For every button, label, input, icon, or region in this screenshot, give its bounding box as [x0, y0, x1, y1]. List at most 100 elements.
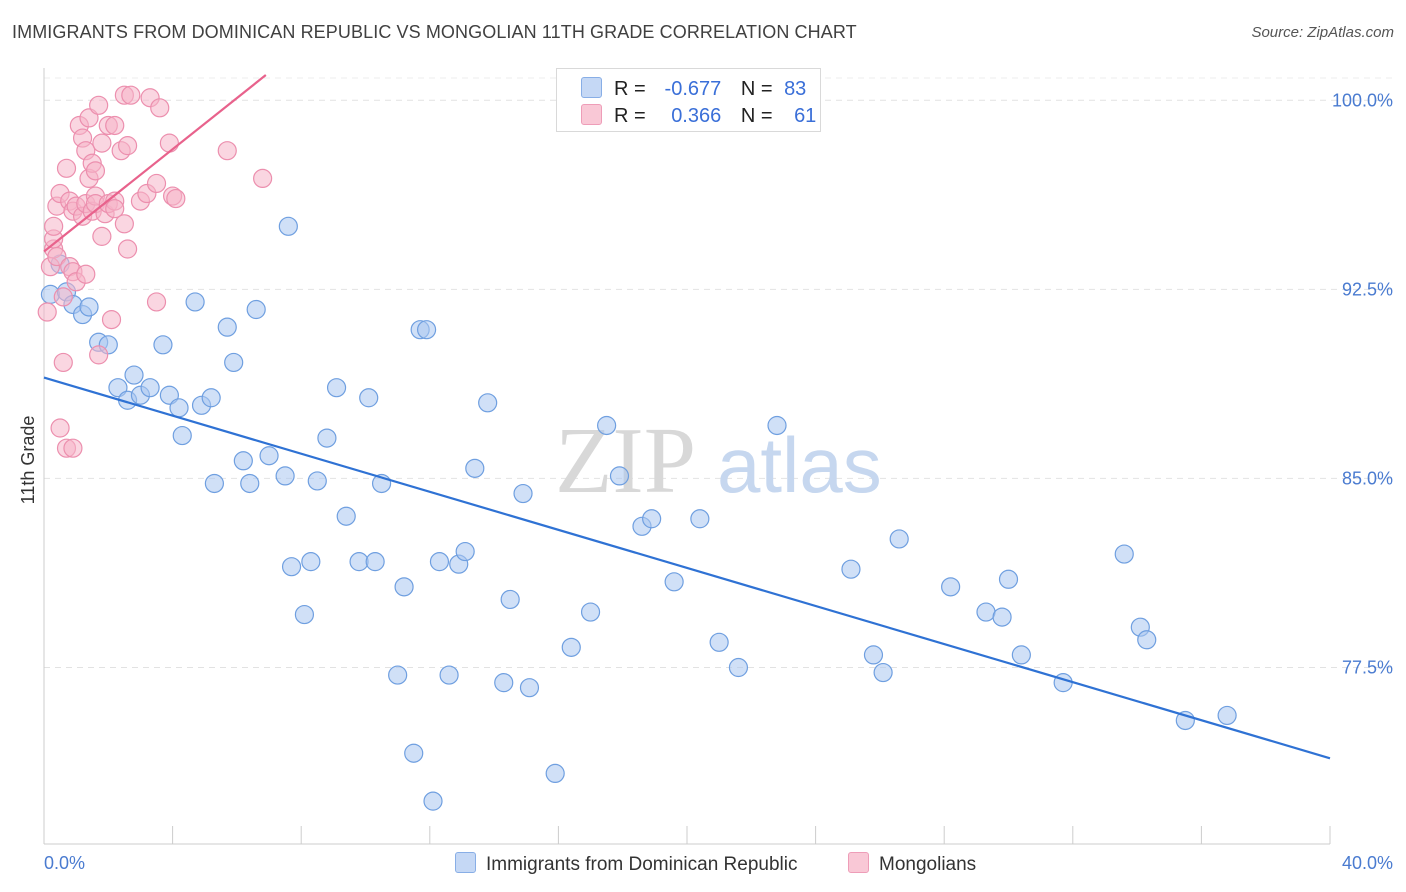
point-dominican [233, 451, 253, 471]
point-dominican [664, 572, 684, 592]
point-dominican [201, 388, 221, 408]
point-mongolian [53, 287, 73, 307]
point-dominican [404, 743, 424, 763]
point-dominican [108, 378, 128, 398]
point-dominican [388, 665, 408, 685]
point-dominican [1114, 544, 1134, 564]
point-dominican [728, 657, 749, 678]
legend-r-value: -0.677 [664, 78, 722, 100]
point-dominican [169, 398, 189, 418]
source-credit: Source: ZipAtlas.com [1251, 24, 1394, 41]
point-mongolian [105, 199, 125, 219]
point-mongolian [37, 302, 57, 322]
point-dominican [1137, 630, 1157, 650]
y-axis-title: 11th Grade [18, 416, 38, 505]
point-mongolian [79, 108, 99, 128]
point-dominican [224, 352, 244, 373]
point-dominican [140, 378, 160, 398]
legend-item-mongolian: Mongolians [848, 852, 976, 876]
y-tick-label: 77.5% [1342, 658, 1393, 678]
point-mongolian [92, 226, 112, 246]
point-dominican [79, 297, 99, 317]
legend-item-dominican: Immigrants from Dominican Republic [455, 852, 798, 876]
point-dominican [976, 602, 996, 622]
legend-label-mongolian: Mongolians [879, 854, 977, 875]
point-dominican [873, 662, 893, 683]
trend-line-mongolian [43, 74, 267, 253]
point-mongolian [146, 292, 167, 312]
point-dominican [259, 446, 279, 466]
legend-swatch-mongolian [848, 852, 869, 873]
point-dominican [642, 509, 662, 529]
point-dominican [1217, 705, 1237, 726]
point-dominican [992, 607, 1012, 627]
point-dominican [1011, 645, 1031, 665]
legend-row-mongolian: R = 0.366 N = 61 [581, 104, 816, 128]
y-tick-label: 100.0% [1332, 90, 1393, 110]
watermark-atlas: atlas [717, 421, 882, 509]
point-mongolian [121, 85, 141, 105]
point-mongolian [92, 133, 112, 153]
point-mongolian [63, 438, 83, 458]
point-dominican [416, 320, 437, 340]
trend-lines [43, 74, 1331, 760]
chart-title: IMMIGRANTS FROM DOMINICAN REPUBLIC VS MO… [12, 22, 857, 42]
point-dominican [998, 569, 1019, 589]
point-dominican [359, 388, 379, 408]
point-dominican [124, 365, 144, 385]
watermark-zip: ZIP [555, 409, 696, 513]
legend-swatch-dominican [581, 77, 602, 98]
point-dominican [513, 483, 533, 504]
point-dominican [317, 428, 337, 448]
legend-r-value: 0.366 [671, 105, 722, 127]
point-dominican [294, 604, 315, 625]
point-dominican [597, 415, 617, 436]
legend-swatch-mongolian [581, 104, 602, 125]
point-dominican [365, 552, 385, 572]
point-dominican [690, 509, 710, 529]
point-dominican [494, 673, 514, 693]
point-dominican [429, 552, 450, 572]
point-dominican [326, 378, 347, 398]
point-dominican [941, 577, 961, 597]
watermark: ZIP atlas [555, 409, 882, 513]
point-mongolian [47, 246, 67, 267]
series-dominican-points [40, 216, 1237, 811]
point-mongolian [85, 161, 106, 181]
point-mongolian [146, 173, 167, 194]
point-dominican [172, 425, 192, 446]
point-dominican [545, 763, 565, 784]
point-dominican [217, 317, 237, 337]
x-tick-label: 0.0% [44, 853, 85, 873]
point-mongolian [114, 214, 134, 234]
legend-n-value: 61 [794, 105, 817, 127]
point-mongolian [253, 168, 273, 189]
tick-labels: 77.5% 85.0% 92.5% 100.0% 0.0% 40.0% [44, 90, 1393, 873]
series-mongolian-points [37, 85, 273, 458]
point-dominican [301, 552, 321, 572]
point-dominican [500, 589, 520, 610]
point-mongolian [159, 133, 179, 153]
point-dominican [349, 552, 369, 572]
point-mongolian [89, 345, 109, 365]
point-dominican [767, 415, 787, 436]
legend-r-label: R = [614, 78, 646, 100]
point-dominican [478, 393, 498, 413]
point-mongolian [50, 418, 70, 438]
point-mongolian [76, 264, 96, 284]
point-dominican [281, 557, 302, 577]
point-mongolian [150, 98, 170, 118]
legend-n-value: 83 [784, 78, 807, 100]
y-tick-label: 92.5% [1342, 279, 1393, 299]
point-dominican [336, 506, 356, 526]
point-mongolian [56, 158, 77, 178]
point-dominican [246, 299, 266, 320]
legend-r-label: R = [614, 105, 646, 127]
point-dominican [841, 559, 861, 579]
legend-row-dominican: R = -0.677 N = 83 [581, 77, 806, 101]
point-dominican [185, 292, 205, 312]
point-dominican [609, 466, 630, 486]
point-dominican [889, 529, 909, 549]
trend-line-dominican [43, 376, 1331, 760]
